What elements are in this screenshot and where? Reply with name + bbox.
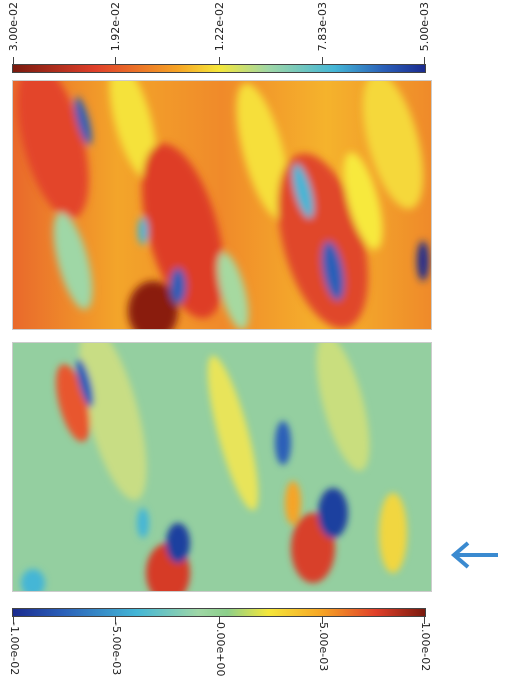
bottom-colorbar-label: -1.00e-02 [8,622,21,676]
top-contour-panel [12,80,432,330]
top-tick [115,57,116,64]
bottom-colorbar-label: -5.00e-03 [110,622,123,676]
top-tick [219,57,220,64]
bottom-colorbar-label: 5.00e-03 [317,622,330,672]
top-tick [322,57,323,64]
bottom-tick [219,617,220,624]
bottom-tick [424,617,425,624]
bottom-contour-panel [12,342,432,592]
top-colorbar-label: 3.00e-02 [7,2,20,52]
top-tick [424,57,425,64]
bottom-contour-image [13,343,431,591]
top-colorbar [12,64,426,73]
arrow-left-icon [448,540,500,574]
bottom-tick [322,617,323,624]
bottom-colorbar-label: 1.00e-02 [419,622,432,672]
top-tick [13,57,14,64]
bottom-tick [13,617,14,624]
top-colorbar-label: 1.92e-02 [109,2,122,52]
top-colorbar-label: 5.00e-03 [418,2,431,52]
top-colorbar-label: 1.22e-02 [213,2,226,52]
top-colorbar-label: 7.83e-03 [316,2,329,52]
bottom-colorbar [12,608,426,617]
bottom-colorbar-label: 0.00e+00 [214,622,227,676]
bottom-tick [115,617,116,624]
top-contour-image [13,81,431,329]
